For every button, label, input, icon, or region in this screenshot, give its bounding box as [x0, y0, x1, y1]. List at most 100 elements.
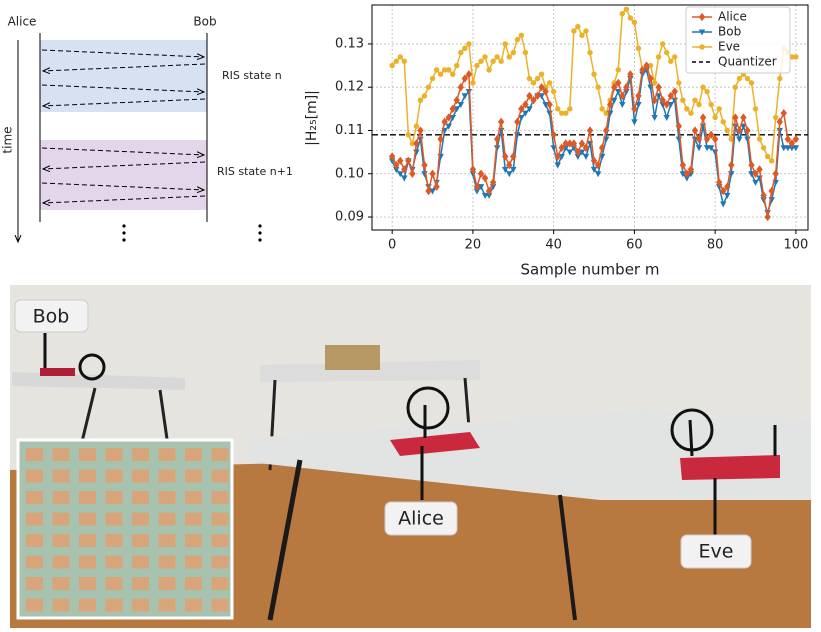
- point: [401, 58, 408, 64]
- ris-cell: [185, 598, 202, 612]
- point: [550, 130, 557, 139]
- point: [712, 114, 718, 121]
- point: [413, 123, 420, 129]
- point: [651, 80, 658, 86]
- point: [510, 166, 517, 173]
- point: [449, 104, 456, 114]
- ris-cell: [105, 577, 123, 590]
- point: [698, 12, 706, 22]
- point: [707, 145, 715, 152]
- point: [688, 110, 694, 116]
- point: [405, 156, 412, 165]
- point: [732, 84, 739, 90]
- point: [518, 104, 525, 114]
- ris-cell: [211, 512, 229, 526]
- point: [748, 160, 755, 170]
- point: [510, 152, 517, 161]
- point: [567, 106, 573, 112]
- point: [675, 121, 683, 131]
- point: [542, 101, 549, 109]
- ellipsis: [122, 224, 262, 242]
- point: [538, 93, 545, 100]
- point: [623, 83, 630, 92]
- point: [582, 153, 590, 160]
- ris-cell: [52, 534, 70, 547]
- point: [437, 134, 444, 144]
- point: [599, 106, 605, 112]
- legend-label: Bob: [718, 25, 741, 39]
- ris-cell: [105, 469, 123, 483]
- point: [667, 101, 674, 109]
- point: [526, 106, 533, 113]
- point: [606, 100, 614, 109]
- point: [591, 71, 597, 77]
- ris-cell: [132, 491, 149, 504]
- point: [461, 74, 469, 83]
- point: [631, 119, 638, 126]
- point: [563, 110, 569, 116]
- point: [429, 75, 436, 82]
- point: [538, 83, 545, 92]
- y-tick-label: 0.09: [335, 210, 364, 225]
- point: [481, 192, 489, 199]
- ris-cell: [211, 555, 229, 569]
- point: [615, 67, 621, 73]
- point: [760, 197, 767, 204]
- ris-cell: [158, 598, 176, 612]
- x-tick-label: 0: [388, 238, 396, 253]
- point: [663, 114, 670, 122]
- point: [506, 54, 512, 60]
- point: [744, 136, 751, 143]
- point: [574, 153, 582, 160]
- point: [522, 49, 529, 56]
- point: [571, 28, 577, 34]
- point: [687, 171, 695, 178]
- state-label: RIS state n: [222, 69, 282, 82]
- point: [421, 160, 428, 170]
- y-axis-label: |H₂₅[m]|: [304, 90, 320, 146]
- point: [598, 143, 606, 152]
- point: [493, 134, 501, 144]
- point: [711, 134, 719, 144]
- x-tick-label: 20: [465, 238, 482, 253]
- ris-cell: [185, 555, 202, 569]
- point: [760, 191, 767, 200]
- ris-cell: [105, 598, 123, 612]
- point: [792, 145, 800, 152]
- plot-frame: [371, 4, 809, 231]
- point: [631, 104, 638, 114]
- state-label: RIS state n+1: [217, 165, 293, 178]
- point: [699, 44, 705, 50]
- point: [502, 166, 509, 173]
- ris-cell: [158, 534, 176, 547]
- point: [724, 127, 730, 134]
- x-axis-label: Sample number m: [521, 261, 660, 279]
- point: [510, 49, 517, 56]
- point: [522, 100, 529, 109]
- point: [566, 139, 574, 148]
- point: [559, 110, 565, 116]
- point: [530, 80, 537, 86]
- point: [695, 145, 703, 152]
- y-tick-label: 0.10: [335, 166, 364, 181]
- point: [497, 117, 505, 126]
- ris-cell: [52, 469, 70, 483]
- point: [651, 96, 658, 105]
- point: [788, 139, 796, 148]
- point: [764, 153, 771, 160]
- point: [433, 182, 440, 191]
- point: [696, 101, 702, 108]
- ris-cell: [132, 598, 149, 612]
- point: [703, 134, 711, 144]
- point: [506, 160, 513, 170]
- ris-cell: [158, 448, 176, 461]
- point: [619, 91, 626, 101]
- point: [502, 152, 509, 161]
- point: [397, 171, 404, 178]
- point: [667, 91, 674, 101]
- point: [477, 169, 485, 178]
- ris-cell: [158, 491, 176, 504]
- point: [405, 132, 412, 138]
- point: [623, 6, 630, 13]
